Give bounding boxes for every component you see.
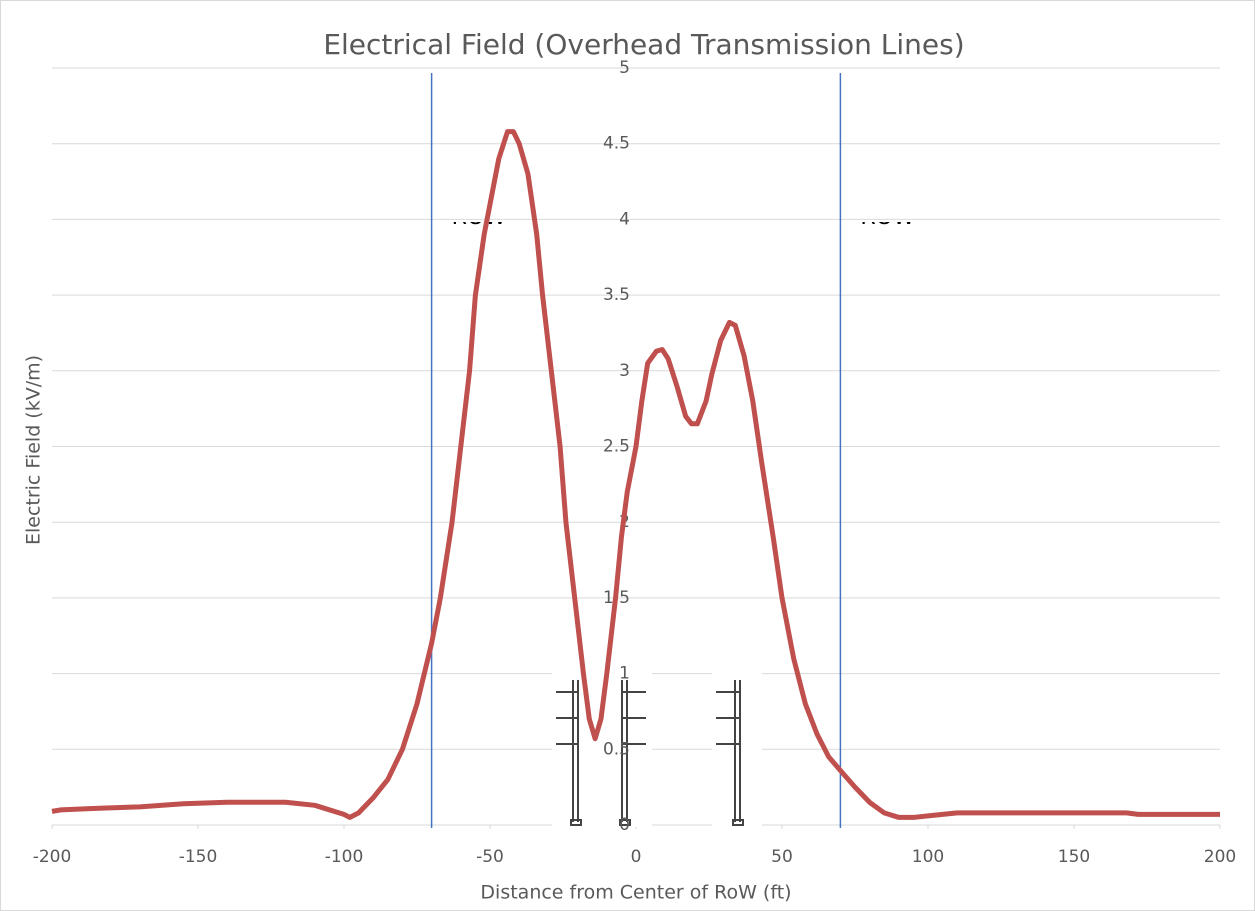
- y-tick-label: 1: [619, 664, 630, 684]
- x-tick-label: 0: [631, 847, 642, 867]
- row-label: ROW: [860, 205, 915, 230]
- plot: 00.511.522.533.544.55-200 -150 -100 -50 0 50 1…: [33, 58, 1237, 867]
- tower-base: [570, 819, 582, 826]
- tower-image: [712, 672, 762, 827]
- y-tick-label: 4.5: [603, 134, 630, 154]
- chart-title: Electrical Field (Overhead Transmission …: [323, 28, 964, 61]
- x-tick-label: -200: [33, 847, 72, 867]
- tower: [556, 680, 579, 822]
- tower: [716, 680, 741, 822]
- x-tick-label: 50: [771, 847, 793, 867]
- tower-base: [732, 819, 744, 826]
- x-tick-label: -100: [325, 847, 364, 867]
- y-tick-label: 5: [619, 58, 630, 78]
- towers: [552, 672, 762, 827]
- y-tick-label: 4: [619, 209, 630, 229]
- x-tick-label: -150: [179, 847, 218, 867]
- y-tick-label: 0: [619, 815, 630, 835]
- row-label: ROW: [452, 205, 507, 230]
- y-tick-label: 0.5: [603, 739, 630, 759]
- y-axis-label: Electric Field (kV/m): [23, 355, 45, 545]
- y-tick-label: 3: [619, 361, 630, 381]
- x-tick-label: 200: [1204, 847, 1236, 867]
- tower: [621, 680, 646, 822]
- y-tick-label: 3.5: [603, 285, 630, 305]
- x-tick-label: 100: [912, 847, 944, 867]
- x-axis-label: Distance from Center of RoW (ft): [480, 882, 791, 904]
- y-tick-label: 2.5: [603, 437, 630, 457]
- x-tick-label: -50: [476, 847, 504, 867]
- data-line: [51, 129, 1220, 820]
- tower-base: [619, 819, 631, 826]
- x-tick-label: 150: [1058, 847, 1090, 867]
- grid: [51, 67, 1221, 829]
